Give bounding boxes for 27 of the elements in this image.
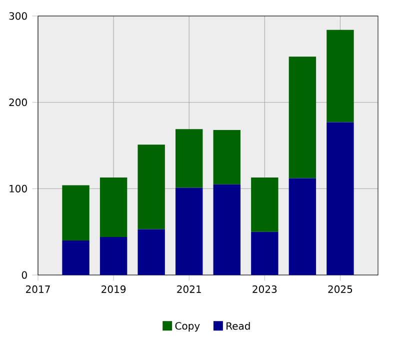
bar [62,185,90,240]
legend-label: Read [226,322,250,330]
x-tick-label: 2021 [177,285,201,293]
bar [138,229,165,275]
legend-label: Copy [175,322,200,332]
x-tick-label: 2017 [26,285,50,293]
y-tick-label: 0 [22,271,27,279]
y-tick-label: 300 [9,12,27,20]
bar [176,129,203,188]
bar [251,177,278,232]
y-tick-label: 200 [9,98,27,106]
bar [100,237,128,275]
bar [288,178,316,275]
bar [288,56,316,178]
x-tick-label: 2025 [328,285,352,293]
bar [213,130,240,184]
bar [326,122,354,275]
x-tick-label: 2023 [252,285,277,293]
bar [326,30,354,122]
x-tick-label: 2019 [102,285,126,293]
bar [138,144,165,230]
bar [213,184,240,275]
bar [100,177,128,238]
bar [251,232,278,275]
bar [176,188,203,275]
y-tick-label: 100 [10,184,27,192]
bar [62,240,90,275]
